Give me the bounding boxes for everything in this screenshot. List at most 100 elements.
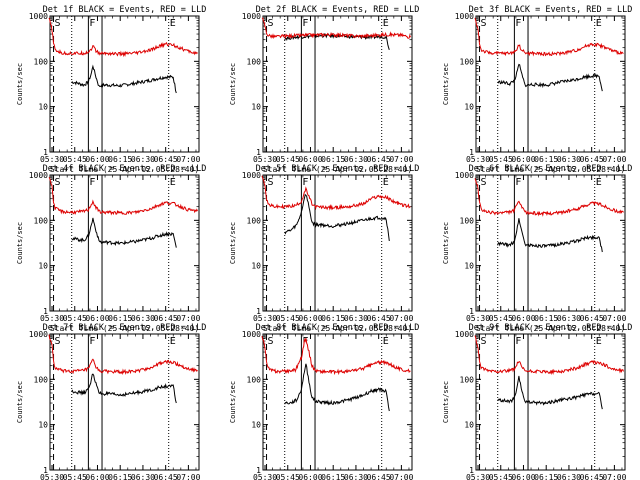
x-tick-label: 07:00 bbox=[389, 155, 413, 164]
x-tick-label: 05:45 bbox=[489, 314, 513, 323]
x-tick-label: 06:45 bbox=[367, 155, 391, 164]
x-tick-label: 06:30 bbox=[557, 155, 581, 164]
x-tick-label: 05:30 bbox=[253, 473, 277, 480]
y-tick-label: 100 bbox=[460, 57, 475, 66]
y-tick-label: 1 bbox=[43, 466, 48, 475]
events-series-line bbox=[284, 193, 390, 242]
x-tick-label: 05:45 bbox=[276, 155, 300, 164]
y-tick-label: 10 bbox=[251, 103, 261, 112]
y-tick-label: 10 bbox=[464, 103, 474, 112]
time-marker-label: E bbox=[596, 18, 602, 29]
time-marker-label: E bbox=[596, 336, 602, 347]
y-tick-label: 1 bbox=[469, 148, 474, 157]
x-tick-label: 07:00 bbox=[602, 473, 626, 480]
y-tick-label: 100 bbox=[460, 375, 475, 384]
events-series-line bbox=[497, 218, 603, 253]
time-marker-label: S bbox=[268, 336, 274, 347]
x-tick-label: 05:45 bbox=[63, 155, 87, 164]
y-tick-label: 1 bbox=[469, 307, 474, 316]
x-tick-label: 05:30 bbox=[253, 155, 277, 164]
x-tick-label: 06:00 bbox=[298, 155, 322, 164]
x-tick-label: 06:45 bbox=[580, 473, 604, 480]
events-series-line bbox=[284, 363, 390, 412]
y-axis-label: Counts/sec bbox=[442, 381, 450, 423]
y-tick-label: 100 bbox=[247, 216, 262, 225]
y-tick-label: 1000 bbox=[29, 171, 48, 180]
y-axis-label: Counts/sec bbox=[16, 381, 24, 423]
plot-frame bbox=[262, 15, 413, 153]
time-marker-label: F bbox=[302, 177, 308, 188]
x-tick-label: 05:45 bbox=[489, 473, 513, 480]
y-tick-label: 1000 bbox=[29, 330, 48, 339]
plot-frame bbox=[49, 333, 200, 471]
detector-panel-4: Det 4f BLACK = Events, RED = LLD 1 10 100 10… bbox=[16, 164, 206, 333]
lld-series-line bbox=[48, 17, 198, 58]
time-marker-label: F bbox=[515, 177, 521, 188]
y-axis-label: Counts/sec bbox=[16, 222, 24, 264]
time-marker-label: S bbox=[268, 18, 274, 29]
x-tick-label: 06:45 bbox=[367, 314, 391, 323]
x-tick-label: 06:00 bbox=[511, 473, 535, 480]
plot-frame bbox=[262, 174, 413, 312]
detector-panel-3: Det 3f BLACK = Events, RED = LLD 1 10 100 10… bbox=[442, 5, 632, 174]
x-tick-label: 05:30 bbox=[466, 155, 490, 164]
x-tick-label: 06:00 bbox=[511, 314, 535, 323]
plot-frame bbox=[49, 15, 200, 153]
x-tick-label: 06:45 bbox=[580, 314, 604, 323]
x-tick-label: 06:00 bbox=[85, 473, 109, 480]
y-tick-label: 10 bbox=[464, 421, 474, 430]
lld-series-line bbox=[48, 177, 198, 216]
x-tick-label: 07:00 bbox=[602, 155, 626, 164]
y-tick-label: 1 bbox=[256, 307, 261, 316]
x-tick-label: 06:30 bbox=[131, 155, 155, 164]
x-axis-label: Start Time (25-Apr-02 05:28:40) bbox=[263, 165, 412, 174]
y-tick-label: 10 bbox=[38, 103, 48, 112]
time-marker-label: F bbox=[302, 18, 308, 29]
x-tick-label: 05:30 bbox=[466, 473, 490, 480]
y-tick-label: 1000 bbox=[29, 12, 48, 21]
panel-title: Det 4f BLACK = Events, RED = LLD bbox=[43, 164, 207, 174]
x-tick-label: 06:30 bbox=[344, 314, 368, 323]
x-tick-label: 05:45 bbox=[63, 473, 87, 480]
y-tick-label: 100 bbox=[247, 57, 262, 66]
x-tick-label: 05:45 bbox=[276, 314, 300, 323]
panel-title: Det 2f BLACK = Events, RED = LLD bbox=[256, 5, 420, 15]
panel-title: Det 1f BLACK = Events, RED = LLD bbox=[43, 5, 207, 15]
x-tick-label: 06:15 bbox=[534, 314, 558, 323]
x-tick-label: 05:30 bbox=[253, 314, 277, 323]
y-tick-label: 10 bbox=[464, 262, 474, 271]
panel-title: Det 5f BLACK = Events, RED = LLD bbox=[256, 164, 420, 174]
time-marker-label: E bbox=[170, 177, 176, 188]
x-tick-label: 05:45 bbox=[489, 155, 513, 164]
x-axis-label: Start Time (25-Apr-02 05:28:40) bbox=[50, 324, 199, 333]
x-tick-label: 06:45 bbox=[154, 155, 178, 164]
y-axis-label: Counts/sec bbox=[442, 222, 450, 264]
x-tick-label: 06:30 bbox=[344, 473, 368, 480]
y-axis-label: Counts/sec bbox=[229, 222, 237, 264]
time-marker-label: S bbox=[55, 177, 61, 188]
time-marker-label: S bbox=[481, 336, 487, 347]
y-tick-label: 1000 bbox=[242, 12, 261, 21]
x-tick-label: 06:15 bbox=[108, 473, 132, 480]
events-series-line bbox=[71, 217, 177, 248]
panel-title: Det 9f BLACK = Events, RED = LLD bbox=[469, 323, 633, 333]
y-tick-label: 1000 bbox=[242, 171, 261, 180]
events-series-line bbox=[497, 63, 603, 92]
detector-panel-9: Det 9f BLACK = Events, RED = LLD 1 10 100 10… bbox=[442, 323, 632, 480]
y-tick-label: 10 bbox=[38, 421, 48, 430]
x-tick-label: 05:45 bbox=[276, 473, 300, 480]
x-tick-label: 07:00 bbox=[176, 155, 200, 164]
x-tick-label: 06:15 bbox=[534, 155, 558, 164]
lld-series-line bbox=[474, 178, 624, 217]
y-tick-label: 1 bbox=[469, 466, 474, 475]
time-marker-label: E bbox=[596, 177, 602, 188]
y-tick-label: 100 bbox=[34, 57, 49, 66]
detector-panel-6: Det 6f BLACK = Events, RED = LLD 1 10 100 10… bbox=[442, 164, 632, 333]
time-marker-label: E bbox=[383, 177, 389, 188]
panel-title: Det 3f BLACK = Events, RED = LLD bbox=[469, 5, 633, 15]
y-tick-label: 10 bbox=[38, 262, 48, 271]
y-tick-label: 1 bbox=[43, 307, 48, 316]
lld-series-line bbox=[261, 336, 411, 376]
time-marker-label: F bbox=[515, 336, 521, 347]
